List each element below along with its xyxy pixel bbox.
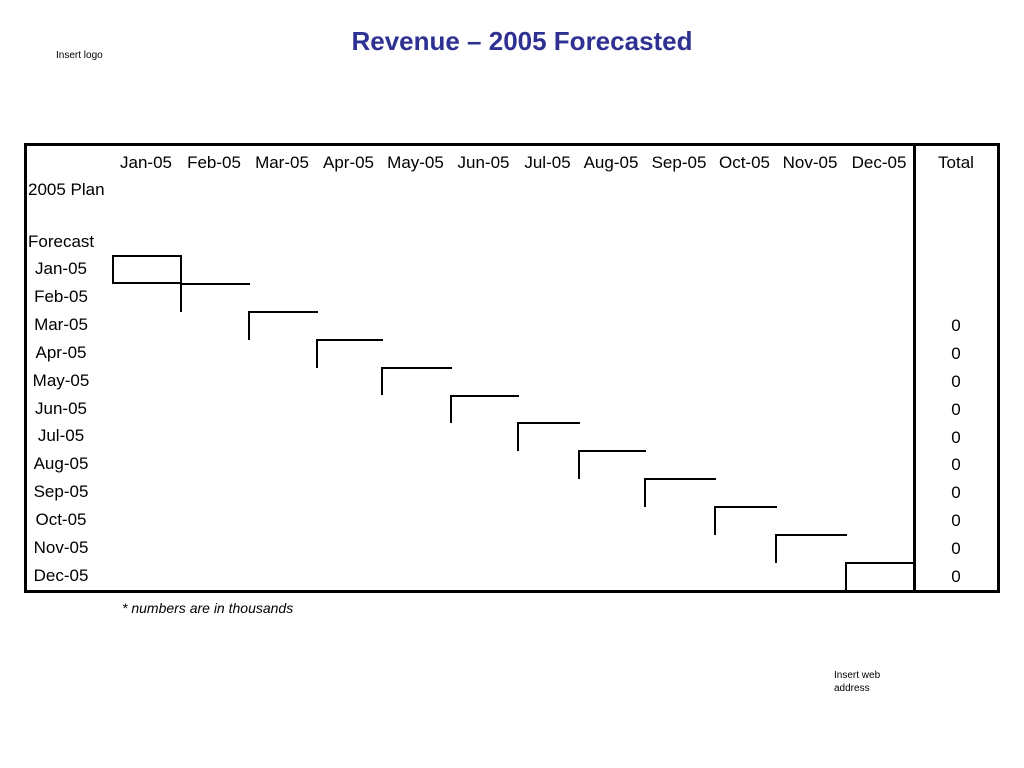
diagonal-cell (517, 422, 580, 452)
row-label: Dec-05 (33, 565, 89, 585)
diagonal-cell (450, 394, 519, 424)
row-label: May-05 (32, 370, 90, 390)
row-total: 0 (951, 539, 961, 559)
diagonal-cell (578, 450, 646, 480)
column-header: Dec-05 (851, 153, 907, 172)
row-total: 0 (951, 567, 961, 586)
diagonal-cell (381, 366, 452, 396)
column-header: Feb-05 (187, 153, 241, 172)
row-total: 0 (951, 511, 961, 531)
diagonal-cell (714, 506, 777, 535)
row-label: Jan-05 (35, 259, 87, 278)
row-total: 0 (951, 399, 961, 419)
row-label: Nov-05 (33, 538, 89, 557)
row-label: Mar-05 (34, 314, 88, 334)
row-total: 0 (951, 343, 961, 363)
column-header: Jun-05 (457, 153, 510, 172)
row-label: Apr-05 (35, 342, 87, 362)
diagonal-cell (180, 282, 250, 312)
slide-title: Revenue – 2005 Forecasted (351, 26, 693, 56)
column-header: Mar-05 (255, 153, 309, 172)
forecast-table (24, 143, 1000, 593)
row-total: 0 (951, 371, 961, 391)
diagonal-cell (248, 310, 318, 340)
total-column-divider (913, 146, 916, 590)
row-total: 0 (951, 427, 961, 447)
column-header: Jan-05 (120, 153, 172, 172)
row-total: 0 (951, 483, 961, 503)
plan-row-label: 2005 Plan (28, 180, 105, 199)
forecast-section-label: Forecast (28, 232, 95, 251)
web-address-placeholder: Insert web address (834, 670, 881, 694)
diagonal-cell (775, 534, 847, 563)
row-label: Jun-05 (35, 398, 87, 418)
column-header: Jul-05 (524, 153, 571, 172)
column-header: Aug-05 (583, 153, 639, 172)
logo-placeholder: Insert logo (56, 50, 103, 61)
row-label: Sep-05 (33, 482, 89, 502)
column-header: Nov-05 (782, 153, 838, 172)
row-label: Jul-05 (37, 426, 85, 446)
diagonal-cell (112, 255, 182, 284)
total-header: Total (938, 153, 974, 172)
column-header: Oct-05 (718, 153, 771, 172)
row-label: Feb-05 (34, 286, 88, 306)
row-label: Oct-05 (35, 510, 87, 530)
diagonal-cell (316, 338, 383, 368)
footnote: * numbers are in thousands (122, 600, 294, 616)
row-total: 0 (951, 315, 961, 335)
row-total: 0 (951, 455, 961, 475)
column-header: Apr-05 (322, 153, 375, 172)
column-header: Sep-05 (651, 153, 707, 172)
column-header: May-05 (387, 153, 444, 172)
row-label: Aug-05 (33, 454, 89, 474)
diagonal-cell (845, 561, 915, 590)
diagonal-cell (644, 478, 716, 508)
